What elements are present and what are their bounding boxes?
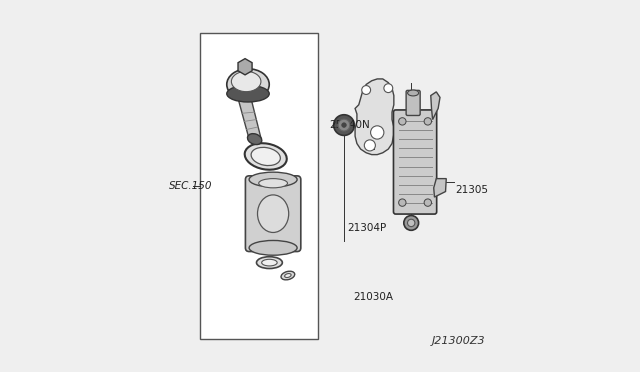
FancyBboxPatch shape [245,176,301,251]
Text: 21030A: 21030A [353,292,394,302]
Circle shape [399,118,406,125]
Ellipse shape [259,179,287,188]
Text: 21305: 21305 [455,185,488,195]
Polygon shape [431,92,440,119]
Circle shape [371,126,384,139]
Ellipse shape [257,195,289,232]
Ellipse shape [249,240,297,255]
Polygon shape [434,179,446,197]
Circle shape [364,140,376,151]
Circle shape [338,119,350,131]
Circle shape [424,118,431,125]
Text: J21300Z3: J21300Z3 [431,336,485,346]
Circle shape [399,199,406,206]
Text: 21304P: 21304P [348,224,387,234]
Circle shape [333,115,355,135]
Polygon shape [238,59,252,75]
Polygon shape [239,101,261,142]
Ellipse shape [227,69,269,100]
Ellipse shape [249,172,297,187]
Circle shape [408,219,415,227]
FancyBboxPatch shape [394,110,436,214]
Ellipse shape [251,147,280,166]
Ellipse shape [262,259,277,266]
Circle shape [424,199,431,206]
FancyBboxPatch shape [406,90,420,115]
Circle shape [342,123,346,127]
Ellipse shape [244,143,287,170]
Circle shape [404,215,419,230]
Text: 25240N: 25240N [329,120,370,130]
Ellipse shape [281,271,295,280]
Ellipse shape [248,134,262,145]
Ellipse shape [285,273,291,278]
Ellipse shape [227,86,269,102]
Text: SEC.150: SEC.150 [168,181,212,191]
Ellipse shape [408,90,419,96]
Ellipse shape [232,71,261,92]
Circle shape [384,84,393,93]
Ellipse shape [257,257,282,269]
Bar [200,33,318,339]
Circle shape [362,86,371,94]
Polygon shape [355,79,394,155]
